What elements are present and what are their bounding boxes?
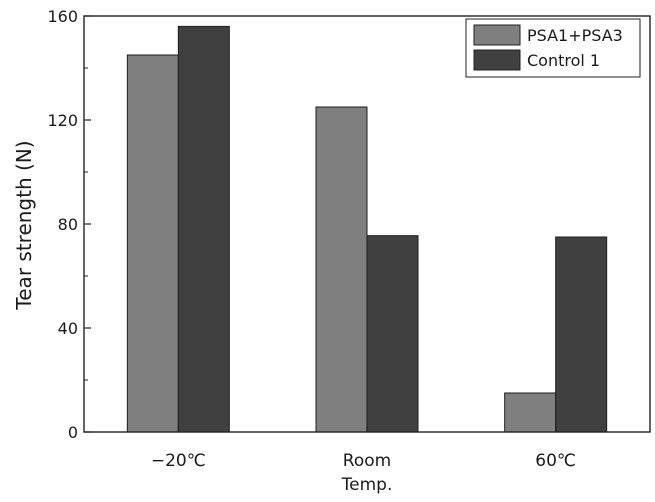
axes: −20℃ Room Temp. 60℃ 0 40 80 120 160 <box>47 7 651 495</box>
bar-control-1-0 <box>177 25 230 433</box>
bars-layer <box>126 25 608 433</box>
y-tick-label-4: 160 <box>47 7 78 26</box>
bar-control-1-2 <box>555 236 608 433</box>
y-tick-label-0: 0 <box>68 423 78 442</box>
y-axis-title: Tear strength (N) <box>12 140 36 310</box>
x-tick-label-1: Room Temp. <box>341 451 393 495</box>
legend-swatch-control-1 <box>473 49 521 71</box>
legend-label-psa1-psa3: PSA1+PSA3 <box>527 26 623 45</box>
x-tick-label-0: −20℃ <box>151 451 206 471</box>
legend-swatch-psa1-psa3 <box>473 24 521 46</box>
y-tick-label-3: 120 <box>47 111 78 130</box>
legend: PSA1+PSA3 Control 1 <box>465 18 641 78</box>
y-tick-label-2: 80 <box>58 215 78 234</box>
x-tick-label-2: 60℃ <box>535 451 576 471</box>
bar-psa1-psa3-2 <box>504 392 557 433</box>
bar-psa1-psa3-1 <box>315 106 368 433</box>
bar-psa1-psa3-0 <box>126 54 179 433</box>
y-tick-label-1: 40 <box>58 319 78 338</box>
legend-label-control-1: Control 1 <box>527 51 600 70</box>
bar-control-1-1 <box>366 235 419 433</box>
